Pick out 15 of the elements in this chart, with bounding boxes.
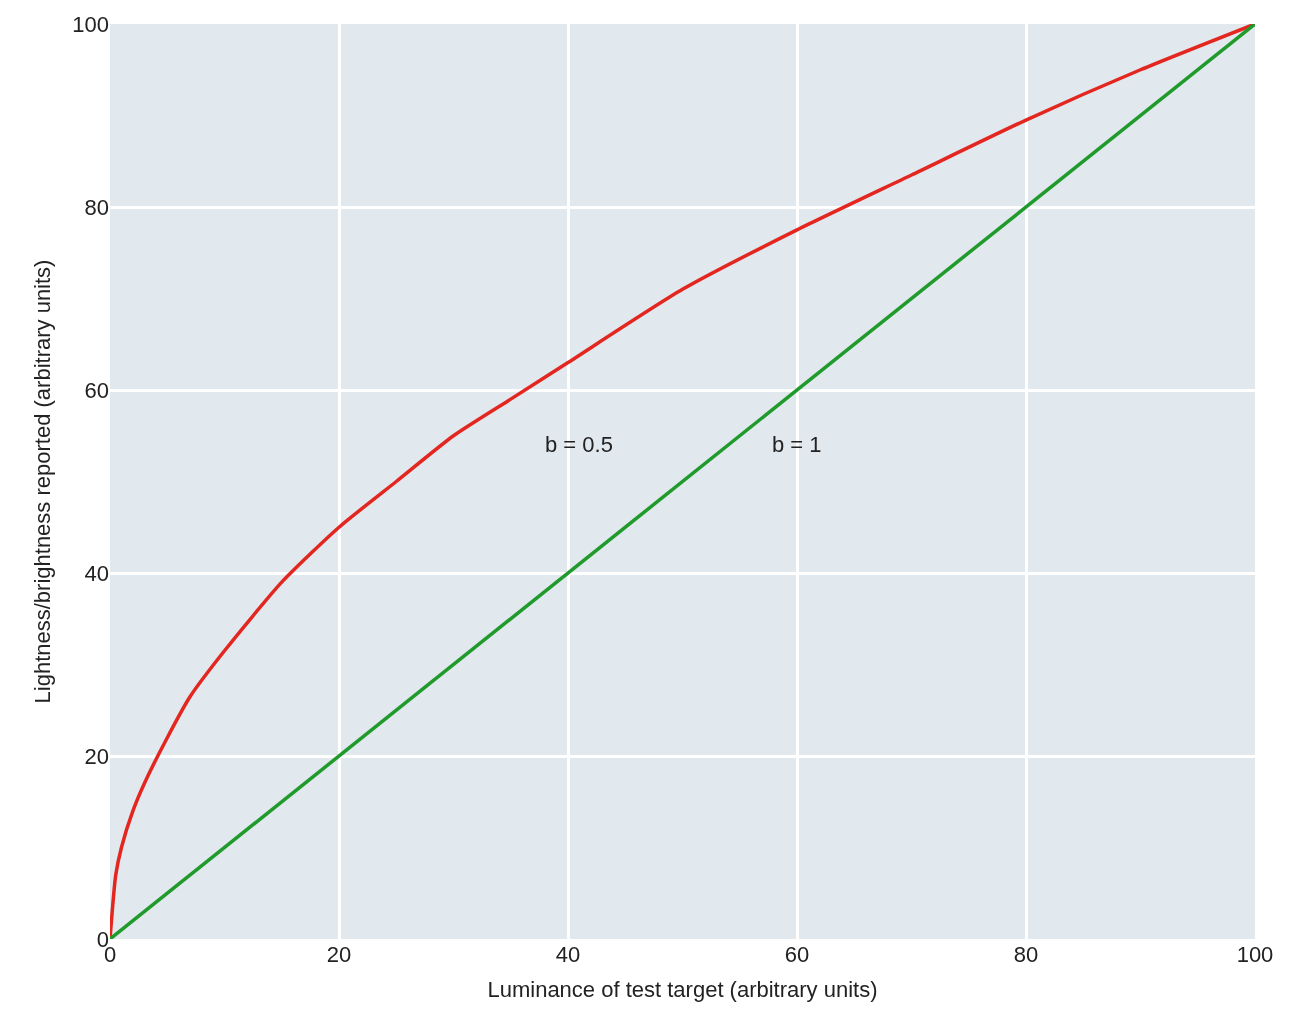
x-axis-title: Luminance of test target (arbitrary units) bbox=[487, 976, 878, 1002]
y-axis-title: Lightness/brightness reported (arbitrary units) bbox=[30, 259, 56, 704]
y-tick-label: 100 bbox=[72, 11, 109, 37]
y-tick-label: 40 bbox=[84, 560, 109, 586]
annotation: b = 1 bbox=[772, 432, 822, 457]
x-tick-label: 80 bbox=[1013, 942, 1039, 967]
x-tick-label: 40 bbox=[555, 942, 581, 967]
x-tick-label: 100 bbox=[1236, 942, 1274, 967]
annotation: b = 0.5 bbox=[545, 432, 613, 457]
y-tick-label: 80 bbox=[84, 194, 109, 220]
y-tick-label: 60 bbox=[84, 377, 109, 403]
line-series bbox=[110, 24, 1255, 939]
x-tick-label: 20 bbox=[326, 942, 352, 967]
x-tick-label: 60 bbox=[784, 942, 810, 967]
y-tick-label: 20 bbox=[84, 743, 109, 769]
